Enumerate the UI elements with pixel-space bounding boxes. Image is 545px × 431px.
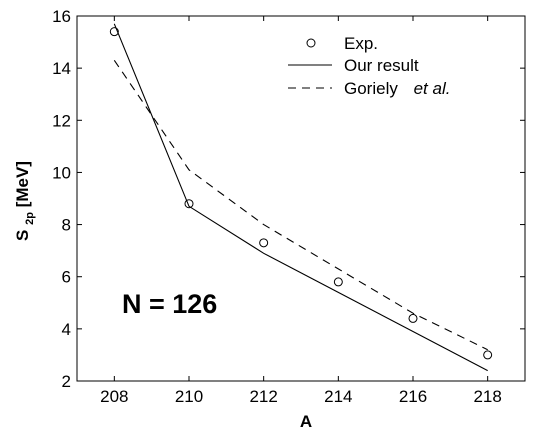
- x-tick-label: 216: [399, 387, 427, 406]
- x-tick-label: 208: [100, 387, 128, 406]
- data-point-exp: [109, 27, 119, 37]
- data-point-exp: [184, 199, 194, 209]
- legend-item-goriely: Goriely et al.: [288, 79, 450, 98]
- y-tick-label: 10: [52, 163, 71, 182]
- y-tick-label: 2: [62, 372, 71, 391]
- legend-label-our-result: Our result: [344, 56, 419, 75]
- y-tick-label: 16: [52, 7, 71, 26]
- x-axis-title: A: [300, 412, 312, 431]
- series-line-our-result: [113, 23, 488, 372]
- legend-item-our-result: Our result: [288, 56, 419, 75]
- axes: [76, 15, 526, 382]
- y-axis-title-main: S: [13, 230, 32, 241]
- annotation-label: N = 126: [122, 289, 217, 319]
- legend-label-goriely-name: Goriely: [344, 79, 398, 98]
- plot-frame: [76, 15, 526, 382]
- y-axis-title-unit: [MeV]: [13, 161, 32, 207]
- y-axis-ticks: 2 4 6 8 10 12 14 16: [52, 7, 525, 391]
- y-tick-label: 4: [62, 320, 71, 339]
- y-axis-title: S 2p [MeV]: [13, 161, 37, 241]
- legend-item-exp: Exp.: [306, 34, 378, 53]
- x-axis-ticks: 208 210 212 214 216 218: [100, 16, 502, 406]
- legend-label-goriely-suffix: et al.: [414, 79, 451, 98]
- y-tick-label: 6: [62, 268, 71, 287]
- x-tick-label: 212: [249, 387, 277, 406]
- series-line-goriely: [113, 59, 488, 351]
- legend-marker-circle: [306, 38, 316, 48]
- legend: Exp. Our result Goriely et al.: [288, 34, 450, 98]
- legend-label-exp: Exp.: [344, 34, 378, 53]
- y-tick-label: 12: [52, 111, 71, 130]
- x-tick-label: 214: [324, 387, 352, 406]
- x-tick-label: 218: [473, 387, 501, 406]
- data-point-exp: [333, 277, 343, 287]
- y-tick-label: 14: [52, 59, 71, 78]
- x-tick-label: 210: [175, 387, 203, 406]
- data-point-exp: [408, 313, 418, 323]
- y-axis-title-subscript: 2p: [24, 212, 36, 225]
- data-point-exp: [483, 350, 493, 360]
- legend-label-goriely: Goriely et al.: [344, 79, 450, 98]
- y-tick-label: 8: [62, 216, 71, 235]
- data-point-exp: [259, 238, 269, 248]
- series-layer: [109, 23, 493, 372]
